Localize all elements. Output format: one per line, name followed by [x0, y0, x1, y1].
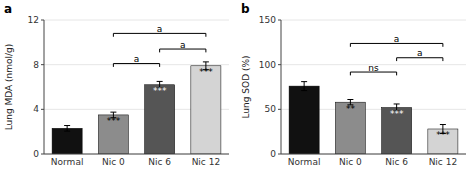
bracket-label: a	[417, 48, 423, 58]
y-axis	[44, 20, 45, 154]
y-tick-label: 0	[270, 149, 276, 159]
bracket-label: a	[157, 24, 163, 34]
y-tick-label: 100	[259, 60, 276, 70]
star-label: ***	[107, 116, 121, 126]
bars	[289, 82, 458, 154]
bar	[428, 129, 458, 154]
grid-line	[44, 20, 229, 21]
grid-line	[44, 154, 229, 155]
x-axis	[281, 154, 466, 155]
panel-label: b	[241, 2, 250, 16]
bars	[52, 62, 221, 154]
star-label: ***	[436, 130, 450, 140]
bracket-label: a	[134, 54, 140, 64]
x-axis	[44, 154, 229, 155]
grid-line	[281, 154, 466, 155]
grid-line	[281, 20, 466, 21]
y-tick-label: 4	[33, 104, 39, 114]
y-tick-label: 12	[28, 15, 39, 25]
x-tick-label: Nic 6	[385, 157, 408, 167]
x-tick-label: Normal	[288, 157, 321, 167]
y-tick-label: 150	[259, 15, 276, 25]
panel-label: a	[4, 2, 12, 16]
bar	[52, 128, 82, 154]
x-tick-label: Nic 12	[192, 157, 221, 167]
y-axis	[281, 20, 282, 154]
star-label: ***	[199, 67, 213, 77]
x-tick-label: Nic 0	[102, 157, 125, 167]
grid-line	[44, 64, 229, 65]
x-tick-label: Normal	[51, 157, 84, 167]
star-label: **	[346, 104, 356, 114]
x-tick-label: Nic 12	[429, 157, 458, 167]
bracket-label: ns	[368, 63, 379, 73]
error-bar	[301, 82, 307, 91]
star-label: ***	[153, 86, 167, 96]
bar	[191, 66, 221, 154]
error-bar	[64, 126, 70, 132]
bar	[382, 108, 412, 154]
y-axis-label: Lung MDA (nmol/g)	[4, 44, 14, 131]
bracket-label: a	[394, 34, 400, 44]
bar	[145, 85, 175, 154]
bar	[289, 86, 319, 154]
bar	[335, 102, 365, 154]
panel: 0 4 8 12 Normal Nic 0 Nic 6 Nic 12 *** *** *** a a a L…	[4, 2, 229, 167]
panel: 050100150NormalNic 0Nic 6Nic 12********n…	[241, 2, 466, 167]
y-axis-label: Lung SOD (%)	[241, 56, 251, 119]
bracket-label: a	[180, 40, 186, 50]
star-label: ***	[390, 109, 404, 119]
y-tick-label: 8	[33, 60, 39, 70]
y-tick-label: 0	[33, 149, 39, 159]
bar	[98, 115, 128, 154]
figure: 0 4 8 12 Normal Nic 0 Nic 6 Nic 12 *** *** *** a a a L…	[0, 0, 474, 172]
x-tick-label: Nic 6	[148, 157, 171, 167]
y-tick-label: 50	[265, 104, 277, 114]
x-tick-label: Nic 0	[339, 157, 362, 167]
